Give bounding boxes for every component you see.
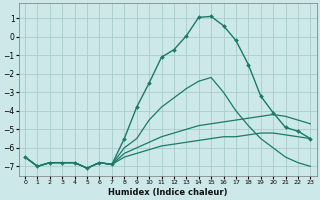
X-axis label: Humidex (Indice chaleur): Humidex (Indice chaleur): [108, 188, 228, 197]
